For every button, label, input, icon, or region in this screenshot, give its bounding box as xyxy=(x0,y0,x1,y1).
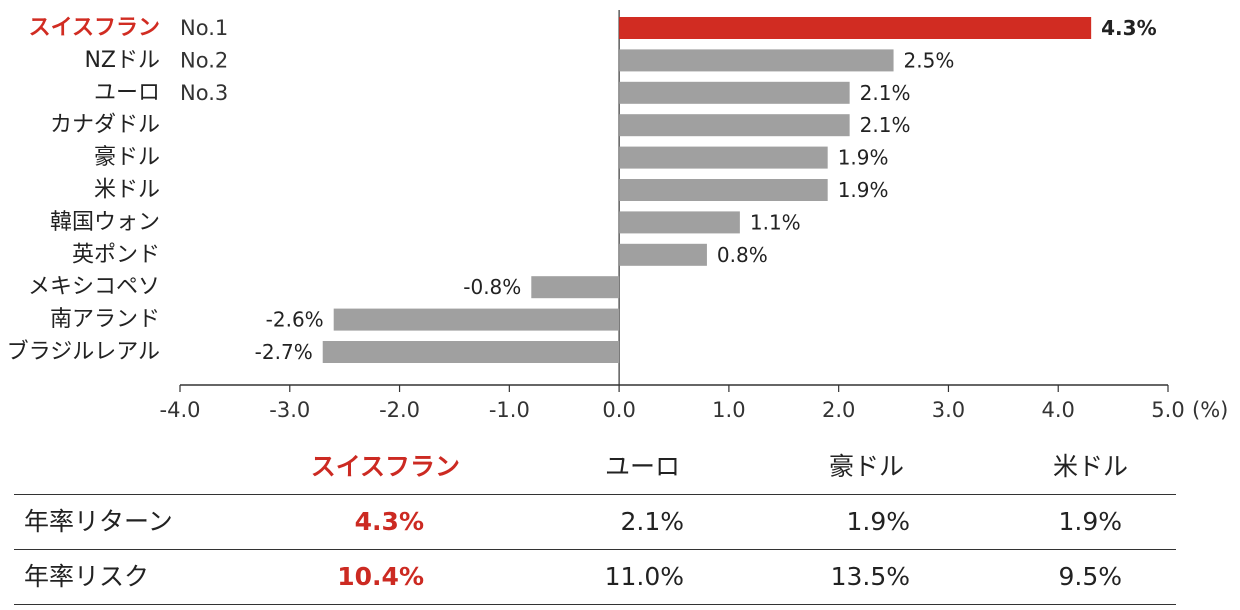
data-label: 4.3% xyxy=(1101,16,1156,40)
bar xyxy=(619,81,850,104)
header-swiss-franc: スイスフラン xyxy=(310,452,460,481)
x-tick-label: -3.0 xyxy=(269,398,310,422)
cell-risk-swiss-franc: 10.4% xyxy=(337,562,424,591)
x-tick-label: 0.0 xyxy=(602,398,635,422)
x-axis-unit: (%) xyxy=(1192,398,1228,422)
table-row-return: 年率リターン 4.3% 2.1% 1.9% 1.9% xyxy=(14,494,1176,549)
data-label: 0.8% xyxy=(717,243,768,267)
table-row-risk: 年率リスク 10.4% 11.0% 13.5% 9.5% xyxy=(14,549,1176,605)
data-label: 2.5% xyxy=(904,48,955,72)
cell-return-aud: 1.9% xyxy=(846,507,910,536)
bar xyxy=(619,146,828,169)
data-label: -0.8% xyxy=(463,275,521,299)
data-label: -2.7% xyxy=(255,340,313,364)
category-label: スイスフラン xyxy=(29,16,160,41)
row-label-return: 年率リターン xyxy=(24,507,173,536)
category-label: 韓国ウォン xyxy=(50,210,160,235)
data-label: 1.9% xyxy=(838,146,889,170)
category-label: NZドル xyxy=(84,48,160,73)
data-label: 2.1% xyxy=(860,113,911,137)
category-label: ユーロ xyxy=(94,80,160,105)
category-label: 南アランド xyxy=(50,307,160,332)
x-tick-label: 4.0 xyxy=(1042,398,1075,422)
data-label: -2.6% xyxy=(266,308,324,332)
header-euro: ユーロ xyxy=(604,452,680,481)
bar xyxy=(619,243,707,266)
header-aud: 豪ドル xyxy=(828,452,904,481)
x-tick-label: 2.0 xyxy=(822,398,855,422)
data-label: 2.1% xyxy=(860,81,911,105)
cell-return-euro: 2.1% xyxy=(620,507,684,536)
data-label: 1.9% xyxy=(838,178,889,202)
bar xyxy=(333,308,620,331)
row-label-risk: 年率リスク xyxy=(24,562,150,591)
bar xyxy=(619,49,894,72)
x-tick-label: 1.0 xyxy=(712,398,745,422)
category-label: メキシコペソ xyxy=(28,275,160,300)
cell-risk-usd: 9.5% xyxy=(1058,562,1122,591)
x-tick-label: 5.0 xyxy=(1151,398,1184,422)
x-tick-label: 3.0 xyxy=(932,398,965,422)
category-label: 豪ドル xyxy=(94,145,160,170)
category-label: 英ポンド xyxy=(72,242,160,267)
bar xyxy=(619,114,850,137)
category-label: 米ドル xyxy=(94,178,160,203)
table-header-row: スイスフラン ユーロ 豪ドル 米ドル xyxy=(14,440,1176,494)
rank-label: No.2 xyxy=(180,48,228,72)
bar xyxy=(619,17,1092,39)
cell-return-usd: 1.9% xyxy=(1058,507,1122,536)
bar-chart: -4.0 -3.0 -2.0 -1.0 0.0 1.0 2.0 3.0 4.0 5.0 (%) スイス… xyxy=(7,10,1228,422)
x-tick-label: -1.0 xyxy=(489,398,530,422)
cell-risk-aud: 13.5% xyxy=(830,562,910,591)
header-usd: 米ドル xyxy=(1052,452,1128,481)
bar xyxy=(531,276,620,299)
rank-label: No.3 xyxy=(180,81,228,105)
rank-label: No.1 xyxy=(180,16,228,40)
data-label: 1.1% xyxy=(750,210,801,234)
x-tick-label: -4.0 xyxy=(160,398,201,422)
category-label: カナダドル xyxy=(50,113,160,138)
x-tick-label: -2.0 xyxy=(379,398,420,422)
cell-return-swiss-franc: 4.3% xyxy=(354,507,424,536)
comparison-table: スイスフラン ユーロ 豪ドル 米ドル 年率リターン 4.3% 2.1% 1.9%… xyxy=(14,440,1176,605)
bar xyxy=(619,211,740,234)
bar xyxy=(619,179,828,201)
category-label: ブラジルレアル xyxy=(7,340,160,365)
cell-risk-euro: 11.0% xyxy=(604,562,684,591)
bar xyxy=(322,341,620,363)
